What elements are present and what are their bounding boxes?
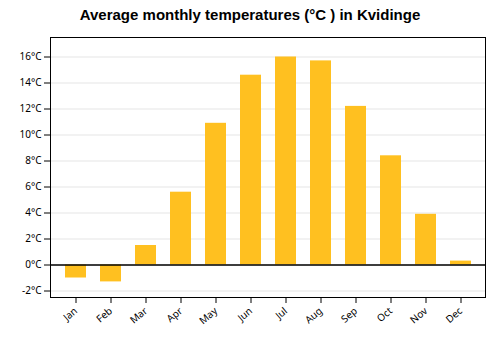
svg-text:Apr: Apr	[163, 304, 185, 325]
svg-text:14°C: 14°C	[19, 75, 42, 89]
svg-text:16°C: 16°C	[19, 49, 42, 63]
svg-text:Jun: Jun	[234, 304, 255, 325]
svg-text:Feb: Feb	[93, 304, 115, 326]
svg-text:0°C: 0°C	[25, 257, 42, 271]
svg-text:2°C: 2°C	[25, 231, 42, 245]
svg-text:10°C: 10°C	[19, 127, 42, 141]
svg-text:Oct: Oct	[374, 303, 396, 324]
svg-text:Nov: Nov	[407, 303, 431, 326]
svg-text:4°C: 4°C	[25, 205, 42, 219]
svg-text:Dec: Dec	[442, 303, 465, 325]
svg-text:6°C: 6°C	[25, 179, 42, 193]
svg-text:Jan: Jan	[59, 304, 80, 325]
svg-text:8°C: 8°C	[25, 153, 42, 167]
svg-text:May: May	[196, 303, 221, 327]
svg-text:12°C: 12°C	[19, 101, 42, 115]
svg-text:Sep: Sep	[338, 304, 360, 326]
svg-text:-2°C: -2°C	[22, 283, 42, 297]
svg-text:Mar: Mar	[127, 304, 150, 327]
svg-text:Aug: Aug	[302, 304, 325, 327]
svg-text:Jul: Jul	[271, 304, 290, 323]
html-text:Average monthly temperatures (: Average monthly temperatures (°C ) in Kv…	[79, 6, 421, 23]
